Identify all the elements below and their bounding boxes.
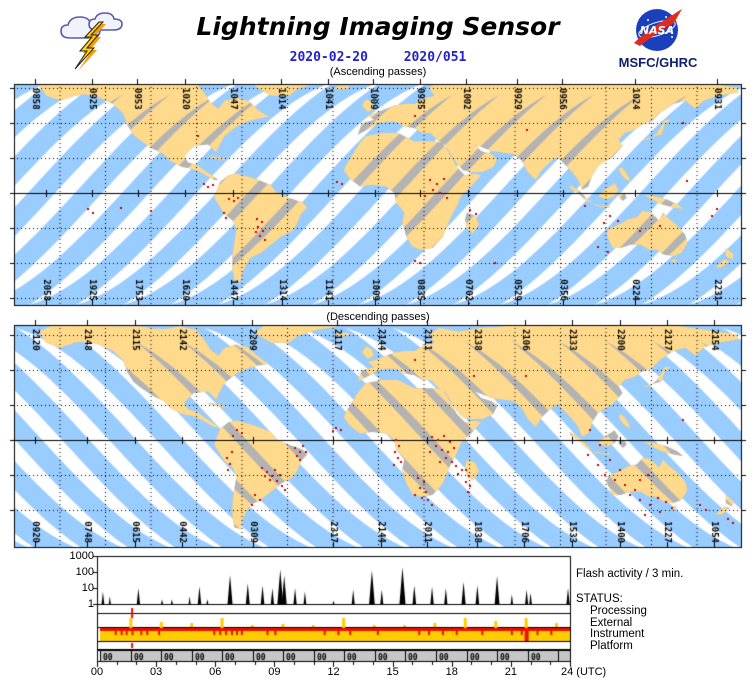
date-iso: 2020-02-20	[289, 50, 368, 65]
flash-activity-label: Flash activity / 3 min.	[576, 568, 684, 580]
time-axis-end-label: 24 (UTC)	[561, 666, 607, 678]
x-axis-tick-label: 06	[209, 666, 222, 678]
y-axis-tick-label: 1000	[69, 550, 94, 562]
x-axis-tick-label: 12	[327, 666, 340, 678]
x-axis-tick-label: 09	[268, 666, 281, 678]
date-day-of-year: 2020/051	[403, 50, 467, 65]
status-row-instrument: Instrument	[590, 628, 645, 640]
x-axis-tick-label: 15	[386, 666, 399, 678]
y-axis-tick-label: 1	[87, 598, 94, 610]
date-row: 2020-02-20 2020/051	[0, 50, 756, 65]
x-axis-tick-label: 18	[445, 666, 458, 678]
x-axis-tick-label: 21	[504, 666, 517, 678]
status-row-platform: Platform	[590, 639, 633, 652]
x-axis-tick-label: 00	[90, 666, 104, 678]
y-axis-tick-label: 10	[81, 582, 94, 594]
nasa-logo: NASA	[634, 9, 682, 51]
status-row-external: External	[590, 616, 633, 629]
status-heading: STATUS:	[576, 593, 623, 605]
y-axis-tick-label: 100	[75, 566, 94, 578]
nasa-wordmark: NASA	[640, 24, 674, 37]
descending-passes-label: (Descending passes)	[326, 311, 430, 323]
status-row-processing: Processing	[590, 605, 647, 617]
ascending-passes-label: (Ascending passes)	[329, 66, 427, 78]
lightning-cloud-icon	[60, 12, 123, 71]
page-title: Lightning Imaging Sensor	[196, 12, 560, 41]
credit-label: MSFC/GHRC	[618, 55, 698, 70]
x-axis-tick-label: 03	[149, 666, 163, 678]
